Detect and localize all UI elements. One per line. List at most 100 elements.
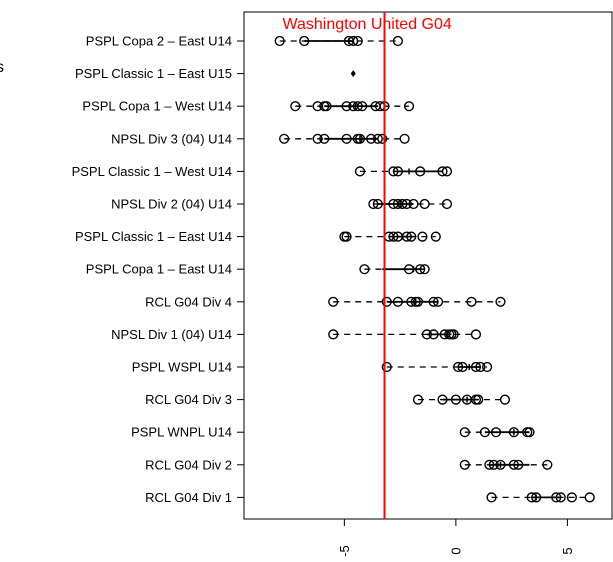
data-point <box>470 361 482 373</box>
data-point <box>299 35 310 47</box>
y-tick-label: NPSL Div 3 (04) U14 <box>111 131 232 146</box>
y-tick-label: PSPL WSPL U14 <box>132 360 232 375</box>
boxes-layer <box>274 35 595 503</box>
data-point <box>401 231 412 242</box>
category-row <box>381 361 493 373</box>
data-point <box>437 166 448 177</box>
data-point <box>290 101 301 112</box>
data-point <box>412 296 424 307</box>
data-point <box>354 133 366 144</box>
category-row <box>459 459 553 470</box>
data-point <box>526 492 537 503</box>
data-point <box>412 394 424 405</box>
data-point <box>352 35 363 47</box>
y-tick-label: RCL G04 Div 3 <box>145 392 232 407</box>
x-tick-label: 0 <box>448 547 463 554</box>
data-point <box>403 264 415 275</box>
data-point <box>441 166 453 177</box>
x-axis: -5 0 5 <box>337 519 575 557</box>
data-point <box>354 166 366 177</box>
data-point <box>475 361 486 373</box>
category-row <box>486 492 595 503</box>
data-point <box>372 133 383 144</box>
data-point <box>437 394 448 405</box>
data-point <box>482 361 493 373</box>
data-point <box>450 394 461 405</box>
data-point <box>392 35 403 47</box>
data-point <box>392 166 403 177</box>
data-point <box>341 101 352 112</box>
data-point <box>508 459 519 470</box>
data-point <box>531 492 542 503</box>
y-tick-label: PSPL Classic 1 – East U14 <box>75 229 232 244</box>
data-point <box>388 166 399 177</box>
data-point <box>319 101 330 112</box>
y-tick-label: RCL G04 Div 4 <box>145 294 232 309</box>
category-row <box>359 264 430 275</box>
data-point <box>470 329 482 340</box>
y-tick-label: PSPL Copa 2 – East U14 <box>86 34 232 49</box>
data-point <box>457 361 468 373</box>
data-point <box>341 231 352 242</box>
x-tick-label: 5 <box>560 547 575 554</box>
data-point <box>408 198 419 210</box>
data-point <box>352 101 363 112</box>
data-point <box>479 427 490 438</box>
data-point <box>551 492 562 503</box>
y-tick-label: RCL G04 Div 1 <box>145 490 232 505</box>
data-point <box>499 394 511 405</box>
category-row <box>412 394 511 405</box>
y-tick-label: PSPL Classic 1 – West U14 <box>72 164 232 179</box>
data-point <box>419 264 430 275</box>
data-point <box>406 231 417 242</box>
data-point <box>486 492 497 503</box>
data-point <box>406 296 417 307</box>
data-point <box>441 198 453 210</box>
data-point <box>495 296 506 307</box>
data-point <box>372 198 383 210</box>
data-point <box>279 133 290 144</box>
data-point <box>388 231 399 242</box>
y-axis: PSPL Copa 2 – East U14 PSPL Classic 1 – E… <box>72 34 244 505</box>
data-point <box>428 296 439 307</box>
data-point <box>397 198 408 210</box>
y-tick-label: NPSL Div 2 (04) U14 <box>111 197 232 212</box>
data-point <box>524 427 535 438</box>
category-row <box>459 427 535 438</box>
y-tick-label: PSPL Copa 1 – West U14 <box>82 99 232 114</box>
data-point <box>419 198 430 210</box>
data-point <box>415 166 426 177</box>
category-row <box>328 329 482 340</box>
data-point <box>513 459 524 470</box>
data-point <box>351 71 356 76</box>
data-point <box>542 459 553 470</box>
category-row <box>274 35 403 47</box>
data-point <box>453 361 464 373</box>
category-row <box>351 70 356 77</box>
data-point <box>328 296 339 307</box>
y-tick-label: PSPL Classic 1 – East U15 <box>75 66 232 81</box>
data-point <box>381 296 392 307</box>
data-point <box>377 133 388 144</box>
data-point <box>403 101 415 112</box>
category-row <box>354 166 453 177</box>
reference-line-label: Washington United G04 <box>283 16 452 33</box>
data-point <box>508 427 519 438</box>
data-point <box>473 394 484 405</box>
data-point <box>432 296 444 307</box>
data-point <box>488 459 499 470</box>
category-row <box>368 198 453 210</box>
data-point <box>448 329 459 340</box>
data-point <box>490 427 502 438</box>
partial-offscreen-label: s <box>0 59 4 76</box>
data-point <box>430 231 441 242</box>
data-point <box>459 459 470 470</box>
data-point <box>348 35 359 47</box>
y-tick-label: NPSL Div 1 (04) U14 <box>111 327 232 342</box>
data-point <box>415 264 426 275</box>
data-point <box>274 35 285 47</box>
data-point <box>392 296 403 307</box>
x-tick-label: -5 <box>337 545 352 557</box>
category-row <box>279 133 410 144</box>
